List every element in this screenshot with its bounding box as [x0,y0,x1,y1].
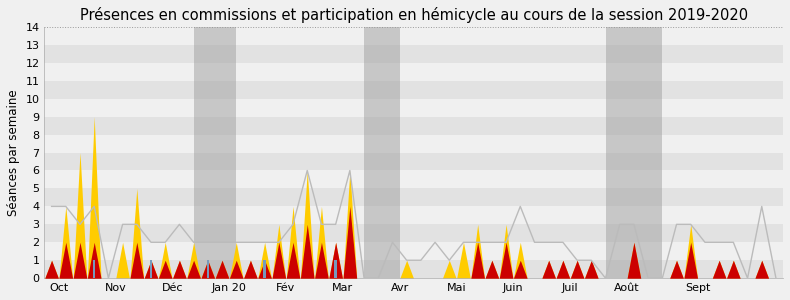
Bar [364,27,400,278]
Bar [93,260,96,278]
Bar [44,45,783,63]
Title: Présences en commissions et participation en hémicycle au cours de la session 20: Présences en commissions et participatio… [80,7,748,23]
Bar [44,27,783,45]
Bar [44,170,783,188]
Bar [206,260,209,278]
Bar [44,117,783,135]
Bar [44,135,783,152]
Bar [44,81,783,99]
Bar [150,260,152,278]
Bar [263,260,266,278]
Bar [44,152,783,170]
Bar [44,99,783,117]
Bar [44,63,783,81]
Bar [44,224,783,242]
Bar [44,188,783,206]
Bar [605,27,662,278]
Y-axis label: Séances par semaine: Séances par semaine [7,89,20,216]
Bar [44,242,783,260]
Bar [194,27,236,278]
Bar [44,260,783,278]
Bar [44,206,783,224]
Bar [334,260,337,278]
